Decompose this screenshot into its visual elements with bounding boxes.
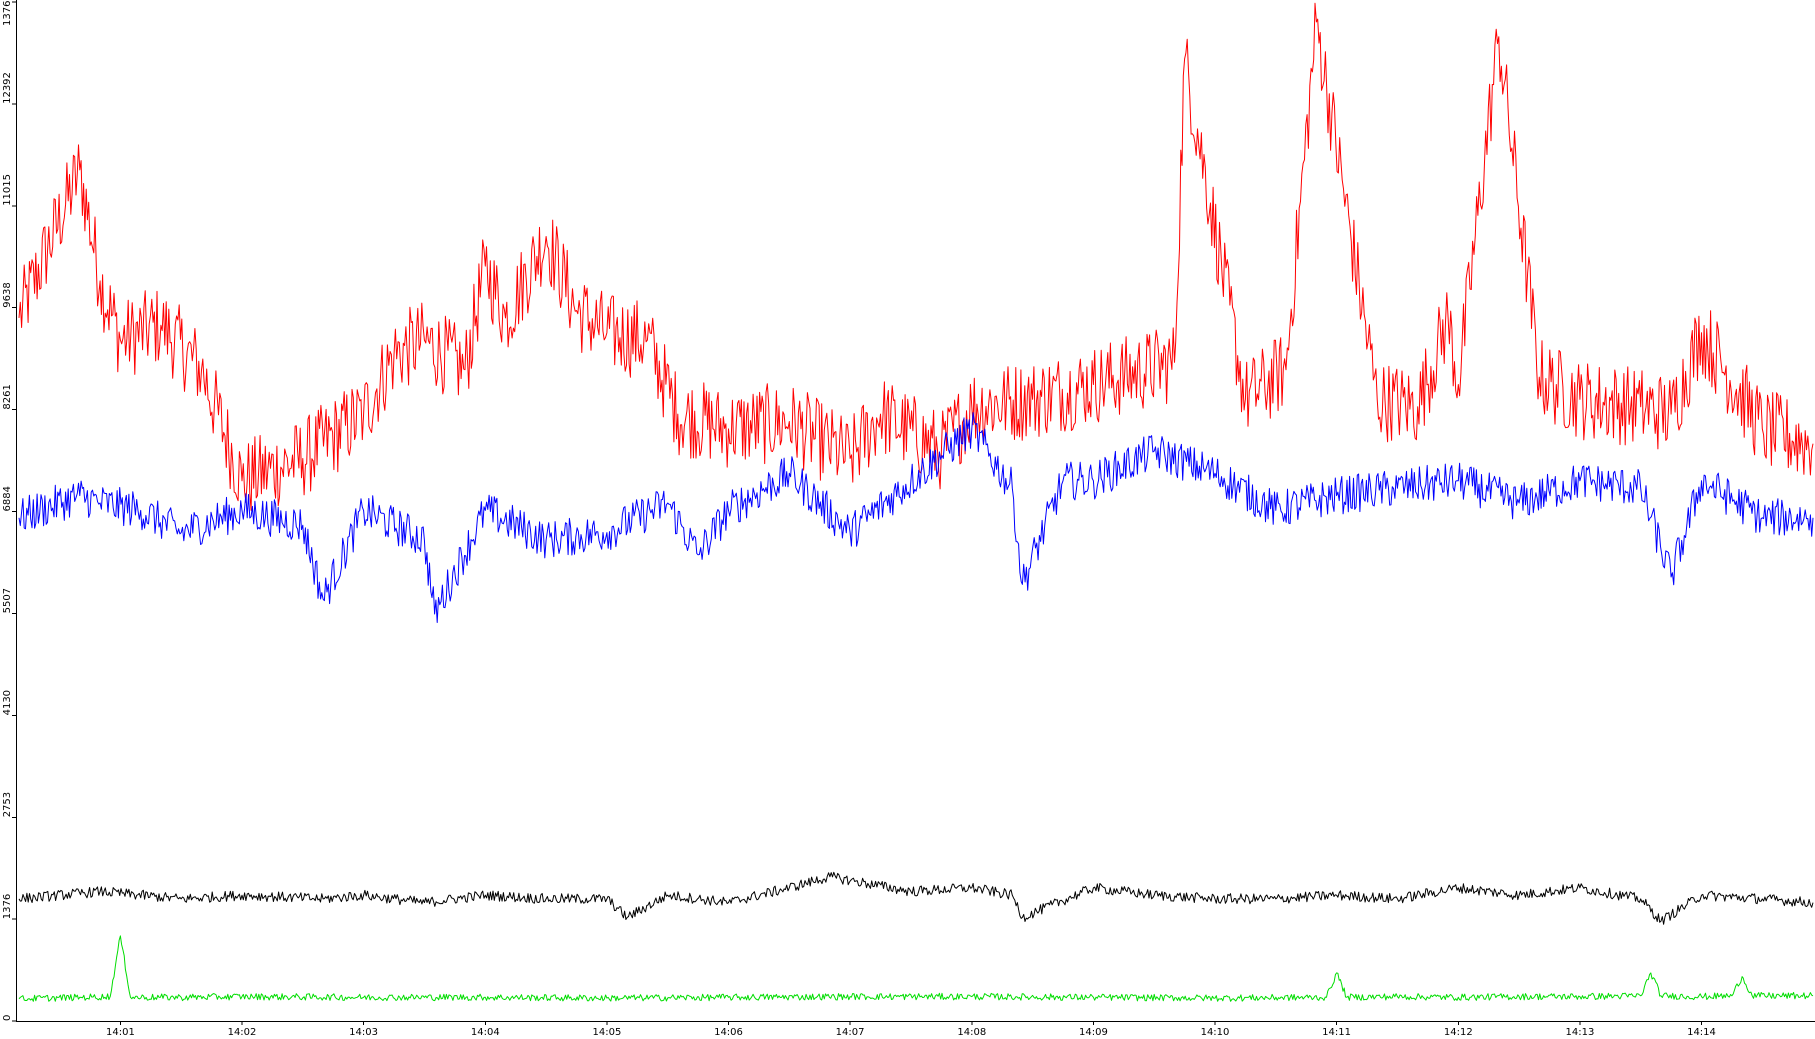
x-tick-label: 14:02	[228, 1027, 257, 1038]
x-tick-label: 14:10	[1201, 1027, 1230, 1038]
x-tick-label: 14:14	[1687, 1027, 1716, 1038]
y-tick-label: 4130	[2, 690, 13, 715]
y-tick-label: 1376	[2, 894, 13, 919]
x-tick-labels: 14:01 14:02 14:03 14:04 14:05 14:06 14:07 14:08…	[106, 1021, 1716, 1038]
y-tick-labels: 0 1376 2753 4130 5507 6884 8261 9638 11015 12392 1…	[2, 0, 17, 1022]
y-tick-label: 0	[2, 1015, 13, 1021]
x-tick-label: 14:13	[1565, 1027, 1594, 1038]
series-line-2	[18, 412, 1814, 623]
x-tick-label: 14:03	[349, 1027, 378, 1038]
x-tick-label: 14:05	[592, 1027, 621, 1038]
x-tick-label: 14:06	[714, 1027, 743, 1038]
x-tick-label: 14:09	[1079, 1027, 1108, 1038]
y-tick-label: 12392	[2, 72, 13, 104]
x-tick-label: 14:08	[957, 1027, 986, 1038]
y-tick-label: 13769	[2, 0, 13, 26]
y-tick-label: 8261	[2, 384, 13, 409]
x-tick-label: 14:12	[1444, 1027, 1473, 1038]
y-tick-label: 9638	[2, 282, 13, 307]
x-tick-label: 14:11	[1322, 1027, 1351, 1038]
x-tick-label: 14:01	[106, 1027, 135, 1038]
series-line-1	[18, 2, 1814, 511]
series-line-4	[18, 935, 1814, 1002]
x-tick-label: 14:04	[471, 1027, 500, 1038]
y-tick-label: 6884	[2, 486, 13, 511]
x-tick-label: 14:07	[836, 1027, 865, 1038]
series-line-3	[18, 871, 1814, 925]
y-tick-label: 5507	[2, 588, 13, 613]
series-layer	[18, 2, 1814, 1002]
y-tick-label: 11015	[2, 174, 13, 206]
y-tick-label: 2753	[2, 792, 13, 817]
